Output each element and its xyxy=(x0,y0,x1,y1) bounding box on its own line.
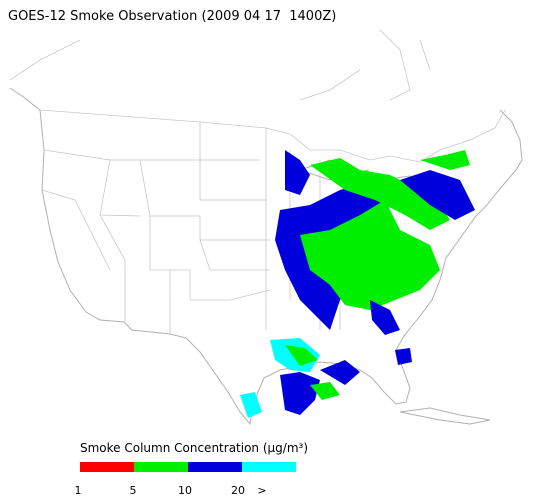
smoke-area xyxy=(285,150,310,195)
canada-lines xyxy=(9,29,431,101)
legend-swatch xyxy=(134,462,188,472)
map-title: GOES-12 Smoke Observation (2009 04 17 14… xyxy=(8,9,336,24)
legend-swatch xyxy=(188,462,242,472)
smoke-area xyxy=(370,300,400,335)
northern-border xyxy=(39,109,506,163)
smoke-area xyxy=(400,170,475,220)
smoke-area xyxy=(300,200,440,310)
legend-label: 10 xyxy=(178,484,192,497)
legend-label: 1 xyxy=(75,484,82,497)
legend-swatch xyxy=(242,462,296,472)
legend-colorbar: 1 5 10 20 > xyxy=(75,462,296,497)
smoke-area xyxy=(310,382,340,400)
legend-swatch xyxy=(80,462,134,472)
legend-label: > xyxy=(257,484,266,497)
smoke-area xyxy=(280,372,320,415)
legend-label: 20 xyxy=(231,484,245,497)
smoke-areas xyxy=(240,150,475,418)
smoke-area xyxy=(285,345,318,366)
coastline xyxy=(9,87,523,426)
legend-label: 5 xyxy=(130,484,137,497)
smoke-area xyxy=(240,392,262,418)
smoke-area xyxy=(420,150,470,170)
smoke-area xyxy=(310,158,450,230)
smoke-area xyxy=(320,360,360,385)
cuba xyxy=(399,407,491,425)
smoke-area xyxy=(395,348,412,365)
legend-title: Smoke Column Concentration (μg/m³) xyxy=(80,441,308,455)
